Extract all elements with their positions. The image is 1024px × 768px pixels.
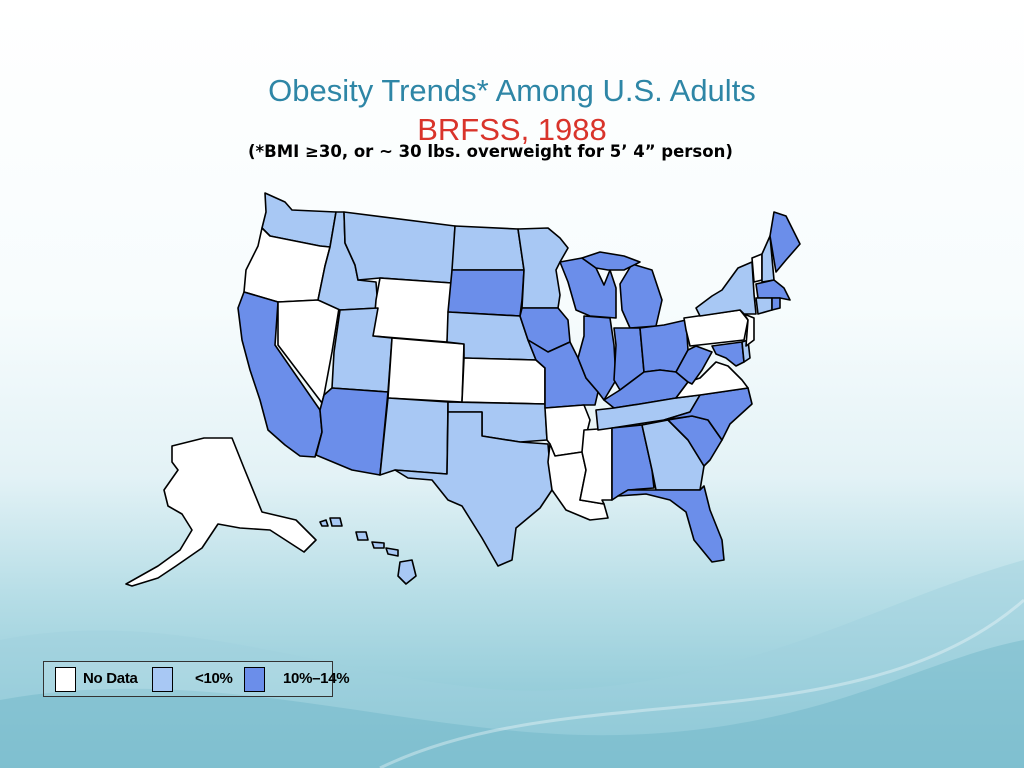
state-NJ[interactable] xyxy=(743,313,755,347)
legend-swatch-no-data xyxy=(55,667,76,692)
state-MS[interactable] xyxy=(579,427,613,505)
state-AK[interactable] xyxy=(125,437,317,587)
state-SD[interactable] xyxy=(447,269,525,317)
legend-swatch-lt10 xyxy=(152,667,173,692)
bmi-footnote: (*BMI ≥30, or ~ 30 lbs. overweight for 5… xyxy=(248,142,733,161)
state-HI-kauai[interactable] xyxy=(329,517,343,527)
state-HI-oahu[interactable] xyxy=(355,531,369,541)
state-CT[interactable] xyxy=(755,297,773,315)
state-MT[interactable] xyxy=(343,211,456,284)
state-HI-maui[interactable] xyxy=(385,547,399,557)
chart-title: Obesity Trends* Among U.S. Adults xyxy=(268,73,756,108)
state-PA[interactable] xyxy=(683,309,749,347)
state-NY[interactable] xyxy=(695,261,757,317)
state-NM[interactable] xyxy=(379,397,449,476)
state-MI[interactable] xyxy=(619,263,663,329)
state-MO[interactable] xyxy=(527,339,599,409)
state-MN[interactable] xyxy=(517,227,569,309)
state-TX[interactable] xyxy=(394,411,553,567)
state-MI-UP[interactable] xyxy=(581,251,641,271)
state-FL[interactable] xyxy=(617,485,725,563)
state-VT[interactable] xyxy=(751,253,763,283)
state-WV[interactable] xyxy=(675,345,713,385)
state-KS[interactable] xyxy=(461,357,546,405)
state-ME[interactable] xyxy=(769,211,801,273)
legend-label-no-data: No Data xyxy=(83,670,138,687)
state-CA[interactable] xyxy=(237,291,323,458)
state-HI-molokai[interactable] xyxy=(371,541,385,549)
state-WY[interactable] xyxy=(372,277,453,343)
state-RI[interactable] xyxy=(771,297,781,311)
state-MA[interactable] xyxy=(755,279,791,301)
map-legend: No Data <10% 10%–14% xyxy=(43,661,350,697)
legend-label-lt10: <10% xyxy=(195,670,233,687)
state-HI[interactable] xyxy=(397,559,417,585)
state-ND[interactable] xyxy=(451,225,525,271)
state-AZ[interactable] xyxy=(315,387,389,476)
chart-subtitle-source: BRFSS, 1988 xyxy=(417,112,607,147)
state-CO[interactable] xyxy=(387,337,465,403)
state-HI-niihau[interactable] xyxy=(319,519,329,527)
state-LA[interactable] xyxy=(547,443,609,521)
state-IL[interactable] xyxy=(577,315,617,401)
legend-label-10-14: 10%–14% xyxy=(283,670,350,687)
legend-swatch-10-14 xyxy=(244,667,265,692)
